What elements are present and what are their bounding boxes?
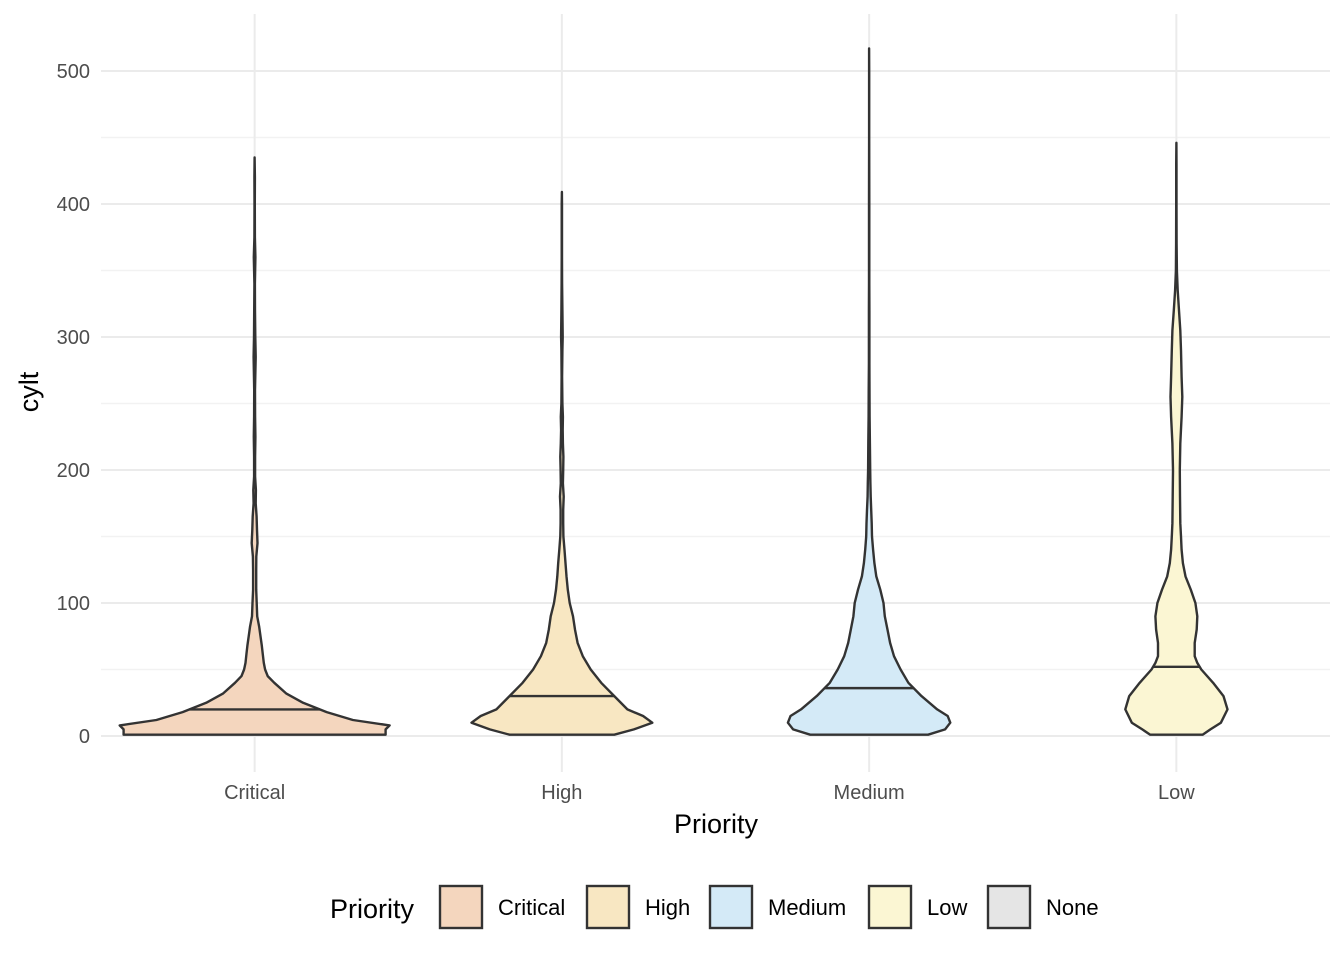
y-tick-label: 300 <box>57 327 90 349</box>
legend-key-low <box>867 884 913 930</box>
grid <box>101 14 1330 772</box>
legend: Priority Critical High Medium Low None <box>330 884 1099 930</box>
violin-high <box>470 190 654 736</box>
violin-medium <box>786 47 952 736</box>
x-axis-title: Priority <box>674 809 759 839</box>
y-tick-label: 0 <box>79 726 90 748</box>
legend-label-none: None <box>1046 895 1099 920</box>
y-tick-label: 200 <box>57 460 90 482</box>
legend-key-medium <box>708 884 754 930</box>
y-tick-labels: 0 100 200 300 400 500 <box>57 61 90 748</box>
legend-label-critical: Critical <box>498 895 565 920</box>
x-tick-labels: Critical High Medium Low <box>224 782 1195 804</box>
x-tick-label: Medium <box>834 782 905 804</box>
x-tick-label: Critical <box>224 782 285 804</box>
legend-label-high: High <box>645 895 690 920</box>
legend-label-medium: Medium <box>768 895 846 920</box>
legend-key-high <box>585 884 631 930</box>
violins <box>118 47 1229 736</box>
legend-items: Critical High Medium Low None <box>438 884 1099 930</box>
legend-key-critical <box>438 884 484 930</box>
legend-key-none <box>986 884 1032 930</box>
legend-label-low: Low <box>927 895 967 920</box>
y-tick-label: 400 <box>57 194 90 216</box>
legend-title: Priority <box>330 894 415 924</box>
violin-low <box>1124 141 1229 736</box>
y-tick-label: 100 <box>57 593 90 615</box>
y-tick-label: 500 <box>57 61 90 83</box>
x-tick-label: High <box>541 782 582 804</box>
violin-critical <box>118 156 391 736</box>
x-tick-label: Low <box>1158 782 1195 804</box>
y-axis-title: cylt <box>14 371 44 412</box>
